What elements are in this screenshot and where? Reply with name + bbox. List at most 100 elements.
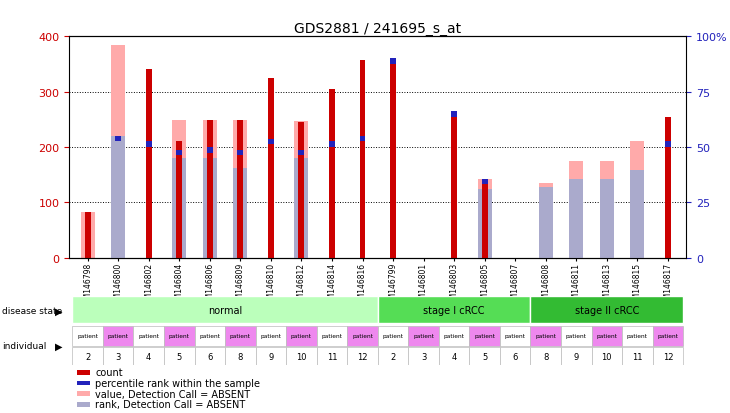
Bar [539, 188, 553, 258]
Text: patient: patient [291, 333, 312, 338]
Bar [81, 213, 95, 258]
Bar [77, 391, 91, 396]
Text: patient: patient [444, 333, 464, 338]
Text: patient: patient [596, 333, 618, 338]
Bar [146, 70, 152, 258]
Bar [531, 326, 561, 346]
Bar [408, 347, 439, 366]
Bar [600, 161, 614, 258]
Title: GDS2881 / 241695_s_at: GDS2881 / 241695_s_at [294, 22, 461, 36]
Text: patient: patient [261, 333, 281, 338]
Bar [237, 150, 243, 156]
Bar [111, 45, 125, 258]
Bar [653, 326, 683, 346]
Bar [225, 326, 256, 346]
Text: 2: 2 [85, 352, 91, 361]
Text: 4: 4 [146, 352, 151, 361]
Bar [390, 59, 396, 65]
Bar [329, 90, 335, 258]
Bar [600, 179, 614, 258]
Text: 10: 10 [602, 352, 612, 361]
Bar [500, 326, 531, 346]
Bar [469, 347, 500, 366]
Bar [195, 347, 225, 366]
Bar [115, 137, 121, 142]
Bar [77, 370, 91, 375]
Bar [77, 381, 91, 385]
Bar [631, 171, 645, 258]
Bar [72, 326, 103, 346]
Bar [268, 78, 274, 258]
Bar [665, 142, 671, 148]
Bar [329, 142, 335, 148]
Bar [286, 326, 317, 346]
Text: patient: patient [352, 333, 373, 338]
Bar [591, 347, 622, 366]
Text: 3: 3 [115, 352, 121, 361]
Bar [177, 150, 182, 156]
Text: 12: 12 [663, 352, 673, 361]
Bar [146, 142, 152, 148]
Text: 12: 12 [357, 352, 368, 361]
Text: patient: patient [566, 333, 587, 338]
Text: normal: normal [208, 305, 242, 315]
Bar [294, 122, 308, 258]
Text: 6: 6 [207, 352, 212, 361]
Text: disease state: disease state [2, 306, 63, 315]
Text: 11: 11 [327, 352, 337, 361]
Bar [172, 159, 186, 258]
Bar [134, 347, 164, 366]
Text: patient: patient [658, 333, 678, 338]
Bar [482, 179, 488, 185]
Bar [622, 347, 653, 366]
Text: 3: 3 [421, 352, 426, 361]
Text: patient: patient [230, 333, 251, 338]
Bar [531, 297, 683, 324]
Bar [631, 142, 645, 258]
Bar [134, 326, 164, 346]
Text: ▶: ▶ [55, 306, 62, 316]
Bar [299, 150, 304, 156]
Bar [103, 347, 134, 366]
Text: 9: 9 [268, 352, 274, 361]
Bar [317, 347, 347, 366]
Bar [195, 326, 225, 346]
Bar [164, 347, 195, 366]
Bar [103, 326, 134, 346]
Bar [477, 179, 491, 258]
Bar [531, 347, 561, 366]
Bar [439, 347, 469, 366]
Text: ▶: ▶ [55, 341, 62, 351]
Text: patient: patient [169, 333, 190, 338]
Text: patient: patient [383, 333, 404, 338]
Text: 10: 10 [296, 352, 307, 361]
Bar [451, 112, 457, 258]
Bar [203, 159, 217, 258]
Bar [177, 142, 182, 258]
Bar [390, 59, 396, 258]
Text: stage I cRCC: stage I cRCC [423, 305, 485, 315]
Bar [72, 297, 377, 324]
Text: 2: 2 [391, 352, 396, 361]
Text: 4: 4 [451, 352, 457, 361]
Bar [72, 347, 103, 366]
Text: rank, Detection Call = ABSENT: rank, Detection Call = ABSENT [95, 399, 245, 409]
Bar [85, 213, 91, 258]
Text: patient: patient [535, 333, 556, 338]
Text: value, Detection Call = ABSENT: value, Detection Call = ABSENT [95, 389, 250, 399]
Bar [294, 159, 308, 258]
Bar [317, 326, 347, 346]
Bar [255, 347, 286, 366]
Bar [207, 121, 212, 258]
Bar [234, 121, 247, 258]
Bar [207, 148, 212, 153]
Bar [234, 169, 247, 258]
Bar [360, 137, 366, 142]
Text: 8: 8 [238, 352, 243, 361]
Bar [591, 326, 622, 346]
Bar [653, 347, 683, 366]
Bar [347, 326, 377, 346]
Text: patient: patient [321, 333, 342, 338]
Bar [172, 121, 186, 258]
Text: stage II cRCC: stage II cRCC [575, 305, 639, 315]
